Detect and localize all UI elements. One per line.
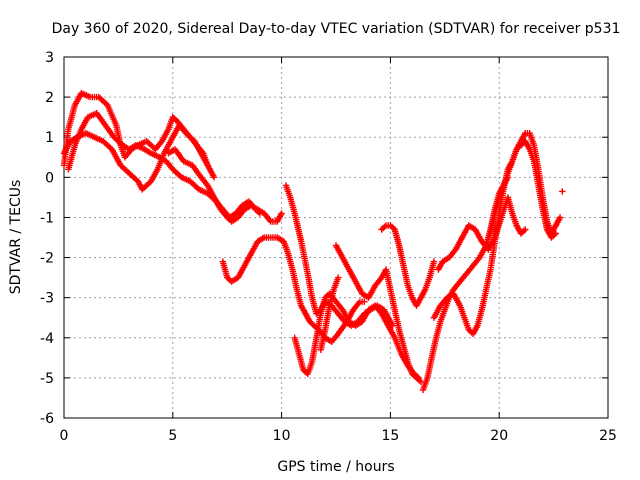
series-arc-3: [65, 110, 263, 221]
data-point: [210, 174, 218, 181]
y-tick-label: 2: [45, 90, 54, 106]
x-axis-label: GPS time / hours: [277, 459, 394, 475]
y-tick-label: -6: [40, 411, 54, 427]
series-arc-5: [219, 234, 368, 345]
series-arc-14: [487, 130, 564, 237]
y-tick-label: -1: [40, 210, 54, 226]
y-tick-label: 0: [45, 170, 54, 186]
x-tick-label: 25: [599, 428, 617, 444]
series-arc-10: [378, 222, 438, 309]
data-point: [556, 214, 564, 221]
data-point: [335, 274, 342, 281]
y-tick-label: 1: [45, 130, 54, 146]
y-tick-label: -5: [40, 371, 54, 387]
x-tick-label: 15: [381, 428, 399, 444]
x-tick-label: 10: [273, 428, 291, 444]
data-point: [559, 188, 566, 195]
data-point: [361, 298, 368, 305]
data-point: [381, 223, 388, 230]
y-tick-label: -2: [40, 251, 54, 267]
data-layer: [60, 89, 566, 394]
grid-layer: [64, 57, 608, 418]
data-point: [278, 210, 285, 217]
series-arc-13: [435, 194, 529, 273]
y-tick-label: 3: [45, 50, 54, 66]
y-axis-label: SDTVAR / TECUs: [8, 180, 24, 295]
tick-layer: -6 -5 -4 -3 -2 -1 0 1 2 3 0 5 10 15 20 25: [40, 50, 617, 444]
data-point: [520, 227, 528, 234]
series-arc-9: [332, 242, 425, 386]
y-tick-label: -4: [40, 331, 54, 347]
x-tick-label: 0: [60, 428, 69, 444]
x-tick-label: 5: [168, 428, 177, 444]
series-arc-15: [559, 188, 566, 195]
x-tick-label: 20: [490, 428, 508, 444]
series-arc-4: [165, 146, 285, 225]
chart-title: Day 360 of 2020, Sidereal Day-to-day VTE…: [52, 21, 621, 37]
data-point: [430, 258, 438, 265]
plot-frame: [63, 56, 609, 419]
data-point: [102, 100, 110, 107]
data-point: [522, 226, 529, 233]
y-tick-label: -3: [40, 291, 54, 307]
series-arc-8: [317, 274, 342, 353]
